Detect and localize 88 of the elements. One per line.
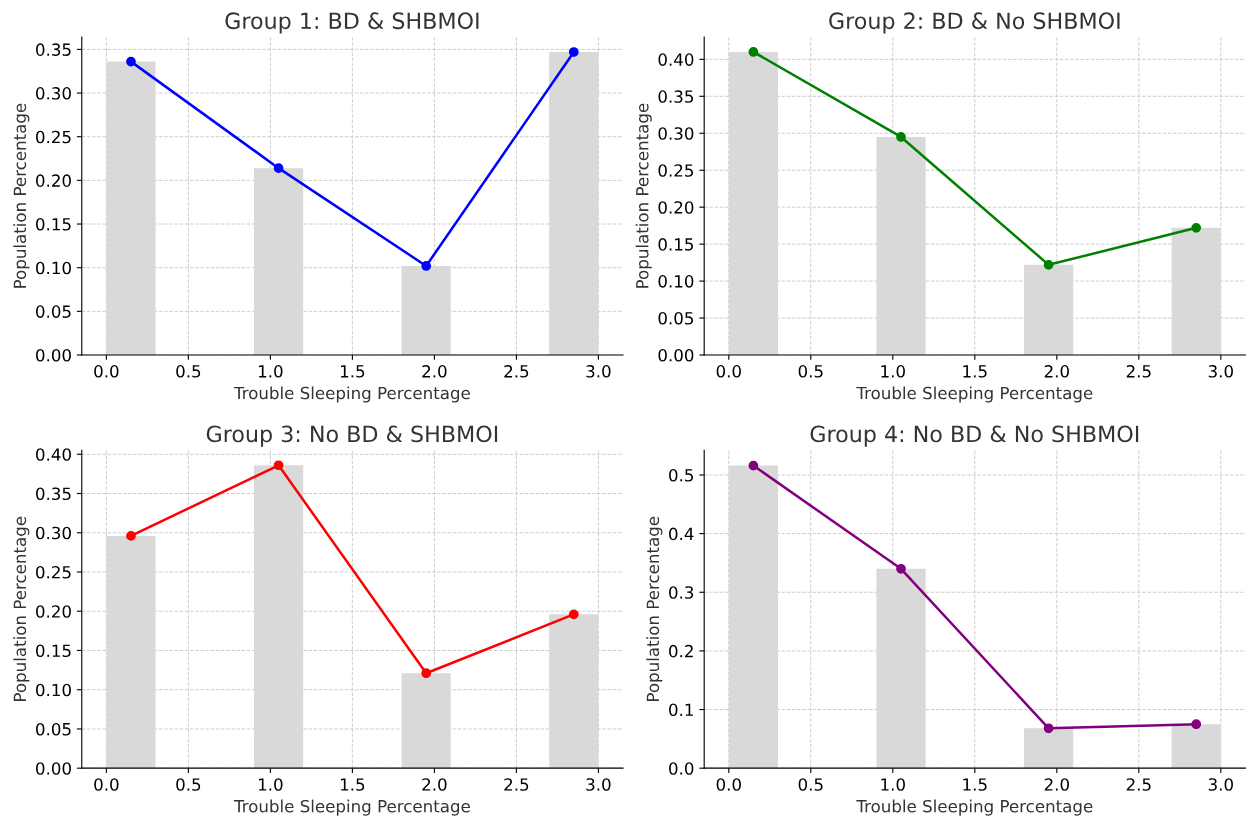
x-tick-label: 0.5 <box>176 365 201 378</box>
x-tick-label: 1.0 <box>881 778 905 791</box>
x-tick-label: 2.0 <box>1044 778 1069 791</box>
y-axis-title: Population Percentage <box>646 516 663 701</box>
y-tick-label: 0.35 <box>658 90 694 103</box>
y-tick-label: 0.10 <box>658 275 694 288</box>
y-tick-label: 0.35 <box>36 43 71 56</box>
x-axis-title: Trouble Sleeping Percentage <box>856 799 1093 816</box>
x-axis-title: Trouble Sleeping Percentage <box>233 799 470 816</box>
y-tick-label: 0.15 <box>658 238 694 251</box>
y-tick-label: 0.30 <box>658 127 694 140</box>
y-tick-label: 0.4 <box>669 527 694 541</box>
point <box>126 531 136 541</box>
point <box>748 47 759 57</box>
x-tick-label: 3.0 <box>1208 365 1233 378</box>
point <box>126 56 136 67</box>
chart-title: Group 1: BD & SHBMOI <box>225 12 479 34</box>
y-axis-title: Population Percentage <box>13 516 30 701</box>
y-tick-label: 0.0 <box>669 762 694 775</box>
x-tick-label: 1.5 <box>340 778 365 791</box>
y-tick-label: 0.00 <box>36 762 71 775</box>
y-tick-label: 0.30 <box>36 526 71 540</box>
point <box>748 460 759 471</box>
x-tick-label: 2.5 <box>504 778 529 791</box>
x-tick-label: 1.5 <box>963 365 987 378</box>
x-tick-label: 3.0 <box>1208 778 1233 791</box>
y-tick-label: 0.1 <box>669 703 693 717</box>
x-tick-label: 0.0 <box>94 365 119 378</box>
y-tick-label: 0.2 <box>669 644 693 658</box>
point <box>273 163 284 174</box>
point <box>273 460 284 471</box>
x-tick-label: 1.5 <box>963 778 987 791</box>
point <box>1043 259 1054 270</box>
x-tick-label: 2.0 <box>1044 365 1069 378</box>
y-tick-label: 0.05 <box>36 305 71 318</box>
x-tick-label: 1.0 <box>258 365 283 378</box>
point <box>421 668 432 679</box>
x-tick-label: 2.0 <box>422 778 447 791</box>
y-tick-label: 0.35 <box>36 487 71 501</box>
y-tick-label: 0.25 <box>36 565 71 579</box>
x-tick-label: 0.0 <box>716 778 741 791</box>
y-tick-label: 0.05 <box>658 312 694 325</box>
x-tick-label: 1.5 <box>340 365 365 378</box>
x-tick-label: 0.5 <box>798 778 823 791</box>
point <box>421 261 432 271</box>
y-tick-label: 0.20 <box>36 174 71 187</box>
x-tick-label: 2.5 <box>1126 778 1151 791</box>
y-tick-label: 0.30 <box>36 87 71 100</box>
y-tick-label: 0.05 <box>36 722 71 736</box>
point <box>896 563 906 574</box>
x-tick-label: 3.0 <box>586 778 611 791</box>
y-axis-title: Population Percentage <box>13 103 30 288</box>
x-tick-label: 0.0 <box>716 365 741 378</box>
y-tick-label: 0.10 <box>36 683 71 697</box>
y-axis-title: Population Percentage <box>635 103 652 288</box>
chart-title: Group 2: BD & No SHBMOI <box>829 12 1120 34</box>
x-tick-label: 0.0 <box>94 778 119 791</box>
x-tick-label: 3.0 <box>586 365 611 378</box>
x-tick-label: 2.5 <box>1126 365 1151 378</box>
y-tick-label: 0.25 <box>658 164 694 177</box>
y-tick-label: 0.40 <box>36 448 71 461</box>
y-tick-label: 0.00 <box>658 348 694 362</box>
x-tick-label: 2.0 <box>422 365 447 378</box>
point <box>896 132 906 142</box>
chart-title: Group 3: No BD & SHBMOI <box>206 425 498 447</box>
y-tick-label: 0.20 <box>36 605 71 618</box>
x-tick-label: 1.0 <box>881 365 905 378</box>
x-tick-label: 1.0 <box>258 778 283 791</box>
y-tick-label: 0.00 <box>36 348 71 362</box>
x-axis-title: Trouble Sleeping Percentage <box>233 386 470 403</box>
y-tick-label: 0.15 <box>36 217 71 231</box>
y-tick-label: 0.3 <box>669 586 694 599</box>
y-tick-label: 0.20 <box>658 201 694 214</box>
point <box>1191 223 1202 233</box>
x-axis-title: Trouble Sleeping Percentage <box>856 386 1093 403</box>
y-tick-label: 0.40 <box>658 53 694 66</box>
y-tick-label: 0.15 <box>36 644 71 658</box>
point <box>568 609 579 620</box>
y-tick-label: 0.5 <box>669 468 694 482</box>
point <box>568 47 579 57</box>
x-tick-label: 0.5 <box>176 778 201 791</box>
chart-title: Group 4: No BD & No SHBMOI <box>810 425 1139 447</box>
point <box>1191 719 1202 730</box>
x-tick-label: 2.5 <box>504 365 529 378</box>
y-tick-label: 0.10 <box>36 261 71 275</box>
point <box>1043 723 1054 734</box>
x-tick-label: 0.5 <box>798 365 823 378</box>
y-tick-label: 0.25 <box>36 130 71 144</box>
